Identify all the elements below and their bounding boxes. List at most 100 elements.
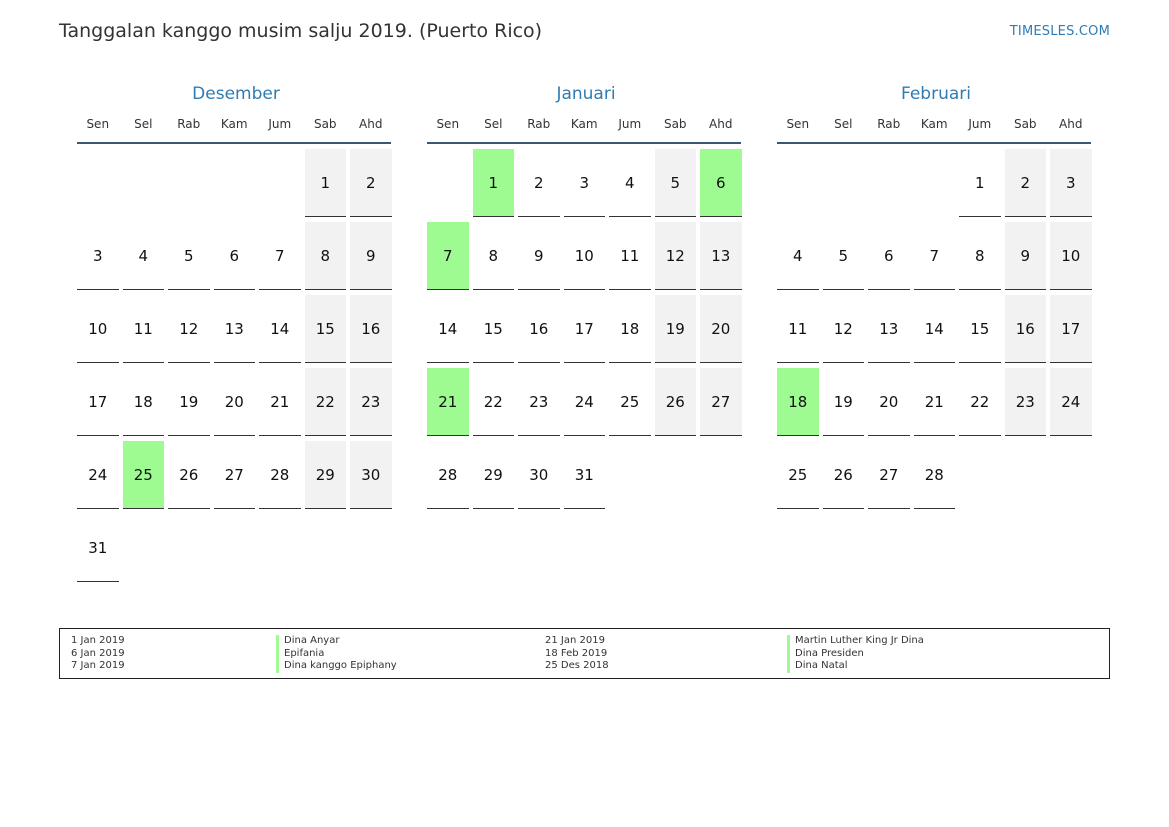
legend-holiday-name: Dina Anyar: [276, 635, 397, 648]
day-cell: 4: [777, 222, 819, 290]
month-name: Desember: [192, 84, 280, 104]
day-cell: 14: [913, 295, 955, 363]
legend-names-right: Martin Luther King Jr Dina Dina Presiden…: [787, 635, 924, 673]
day-cell: 12: [168, 295, 210, 363]
legend-holiday-name: Martin Luther King Jr Dina: [787, 635, 924, 648]
weekday-label: Jum: [968, 117, 992, 131]
day-cell: 5: [168, 222, 210, 290]
month-name: Februari: [901, 84, 971, 104]
day-cell: 27: [868, 441, 910, 509]
weekday-label: Rab: [527, 117, 551, 131]
day-cell: 21: [259, 368, 301, 436]
day-cell: 26: [168, 441, 210, 509]
day-cell: 30: [518, 441, 560, 509]
empty-day-cell: [777, 149, 819, 217]
weekday-label: Sel: [134, 117, 153, 131]
day-cell: 20: [868, 368, 910, 436]
day-cell: 11: [122, 295, 164, 363]
weekday-label: Sel: [484, 117, 503, 131]
legend-holiday-name: Dina kanggo Epiphany: [276, 660, 397, 673]
day-cell: 13: [868, 295, 910, 363]
site-link[interactable]: TIMESLES.COM: [1009, 24, 1110, 39]
legend-holiday-name: Dina Presiden: [787, 647, 924, 660]
day-cell: 10: [563, 222, 605, 290]
day-cell: 17: [563, 295, 605, 363]
day-cell: 12: [654, 222, 696, 290]
day-cell: 10: [1050, 222, 1092, 290]
empty-day-cell: [77, 149, 119, 217]
weekday-header: Sen Sel Rab Kam Jum Sab Ahd: [77, 114, 391, 144]
legend-date: 7 Jan 2019: [71, 660, 125, 671]
day-cell: 9: [350, 222, 392, 290]
day-cell: 22: [959, 368, 1001, 436]
day-cell: 10: [77, 295, 119, 363]
day-cell: 11: [609, 222, 651, 290]
day-cell: 7: [259, 222, 301, 290]
month-name: Januari: [556, 84, 616, 104]
holiday-day-cell: 1: [472, 149, 514, 217]
day-cell: 20: [213, 368, 255, 436]
day-cell: 22: [472, 368, 514, 436]
page-title: Tanggalan kanggo musim salju 2019. (Puer…: [59, 20, 543, 42]
day-cell: 9: [1004, 222, 1046, 290]
holiday-legend: 1 Jan 2019 6 Jan 2019 7 Jan 2019 Dina An…: [59, 628, 1110, 679]
day-cell: 3: [1050, 149, 1092, 217]
day-cell: 12: [822, 295, 864, 363]
weekday-label: Ahd: [359, 117, 383, 131]
weekday-label: Sab: [663, 117, 687, 131]
weekday-label: Sab: [1013, 117, 1037, 131]
weekday-label: Kam: [220, 117, 248, 131]
day-cell: 28: [427, 441, 469, 509]
empty-day-cell: [214, 149, 256, 217]
day-cell: 6: [868, 222, 910, 290]
holiday-day-cell: 25: [122, 441, 164, 509]
day-cell: 28: [913, 441, 955, 509]
day-cell: 13: [700, 222, 742, 290]
day-cell: 25: [777, 441, 819, 509]
day-cell: 13: [213, 295, 255, 363]
day-cell: 31: [563, 441, 605, 509]
day-cell: 15: [959, 295, 1001, 363]
day-cell: 19: [168, 368, 210, 436]
weekday-label: Sen: [86, 117, 110, 131]
day-cell: 8: [472, 222, 514, 290]
day-cell: 21: [913, 368, 955, 436]
legend-names-left: Dina Anyar Epifania Dina kanggo Epiphany: [276, 635, 397, 673]
empty-day-cell: [123, 149, 165, 217]
day-cell: 14: [427, 295, 469, 363]
day-cell: 29: [472, 441, 514, 509]
day-cell: 19: [654, 295, 696, 363]
day-cell: 15: [472, 295, 514, 363]
legend-date: 21 Jan 2019: [545, 635, 605, 646]
weekday-label: Jum: [618, 117, 642, 131]
day-cell: 15: [304, 295, 346, 363]
weekday-label: Rab: [177, 117, 201, 131]
empty-day-cell: [914, 149, 956, 217]
empty-day-cell: [427, 149, 469, 217]
day-cell: 18: [609, 295, 651, 363]
day-cell: 22: [304, 368, 346, 436]
holiday-day-cell: 7: [427, 222, 469, 290]
day-cell: 23: [1004, 368, 1046, 436]
day-cell: 30: [350, 441, 392, 509]
weekday-label: Ahd: [1059, 117, 1083, 131]
legend-date: 6 Jan 2019: [71, 647, 125, 659]
day-cell: 11: [777, 295, 819, 363]
legend-dates-left: 1 Jan 2019 6 Jan 2019 7 Jan 2019: [71, 635, 125, 673]
day-cell: 1: [304, 149, 346, 217]
holiday-day-cell: 6: [700, 149, 742, 217]
weekday-label: Kam: [920, 117, 948, 131]
day-cell: 8: [304, 222, 346, 290]
weekday-label: Ahd: [709, 117, 733, 131]
empty-day-cell: [168, 149, 210, 217]
day-cell: 27: [213, 441, 255, 509]
empty-day-cell: [823, 149, 865, 217]
day-cell: 3: [77, 222, 119, 290]
day-cell: 2: [350, 149, 392, 217]
legend-holiday-name: Epifania: [276, 647, 397, 660]
day-cell: 29: [304, 441, 346, 509]
empty-day-cell: [868, 149, 910, 217]
day-cell: 31: [77, 514, 119, 582]
